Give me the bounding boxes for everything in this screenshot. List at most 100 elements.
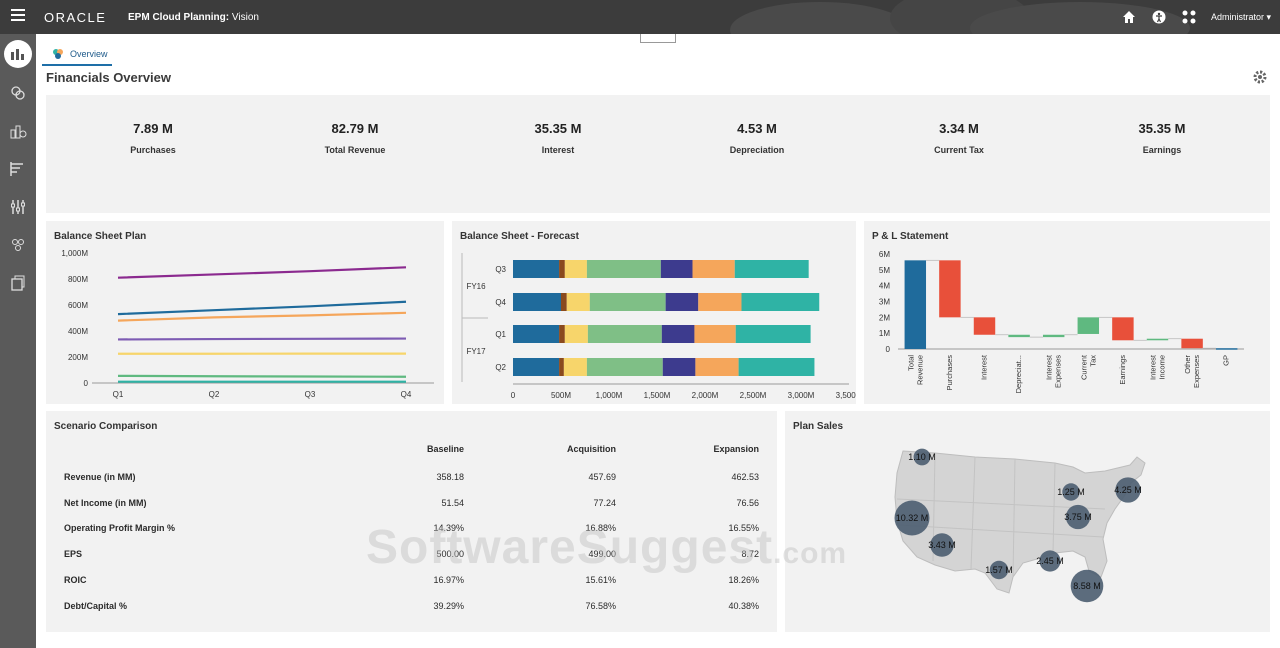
stack-segment — [660, 260, 693, 278]
table-row[interactable]: Net Income (in MM) 51.54 77.24 76.56 — [64, 498, 759, 508]
x-tick-label: 2,500M — [740, 391, 767, 400]
gear-icon[interactable] — [1252, 69, 1268, 85]
workforce-icon[interactable] — [5, 232, 31, 258]
pl-statement-panel: P & L Statement 0 1M 2M 3M 4M 5M 6M TotalRevenu… — [864, 221, 1270, 404]
y-tick-label: 3M — [879, 298, 890, 307]
y-tick-label: 0 — [886, 345, 891, 354]
menu-icon[interactable] — [11, 9, 25, 25]
waterfall-bar — [1008, 334, 1030, 338]
waterfall-bar — [1215, 348, 1238, 350]
y-tick-label: 400M — [68, 327, 88, 336]
balance-sheet-plan-chart[interactable]: 0 200M 400M 600M 800M 1,000M Q1 Q2 Q3 Q4 — [46, 221, 444, 404]
kpi-total-revenue[interactable]: 82.79 M Total Revenue — [324, 121, 386, 155]
x-tick-label: 0 — [511, 391, 516, 400]
stack-segment — [559, 325, 565, 343]
overview-dashboard-icon[interactable] — [4, 40, 32, 68]
sidebar — [0, 34, 36, 648]
x-tick-label: Interest — [980, 354, 989, 380]
stack-segment — [734, 260, 809, 278]
waterfall-bar — [939, 260, 961, 318]
stack-segment — [692, 260, 735, 278]
x-tick-label: 1,500M — [644, 391, 671, 400]
plan-sales-title: Plan Sales — [793, 421, 844, 432]
scenario-comparison-panel: Scenario Comparison Baseline Acquisition… — [46, 411, 777, 632]
bubble-label: 10.32 M — [896, 513, 929, 523]
col-acquisition: Acquisition — [567, 444, 616, 454]
x-tick-label: Q3 — [305, 390, 316, 399]
user-menu[interactable]: Administrator ▾ — [1211, 12, 1272, 22]
page-title: Financials Overview — [46, 70, 172, 85]
y-tick-label: 2M — [879, 313, 890, 322]
stack-segment — [564, 260, 587, 278]
home-icon[interactable] — [1121, 9, 1137, 25]
series-line — [117, 311, 407, 322]
sales-bubble — [1039, 550, 1061, 572]
stack-segment — [564, 325, 588, 343]
pl-waterfall-chart[interactable]: 0 1M 2M 3M 4M 5M 6M TotalRevenue Purchases Intere… — [864, 221, 1270, 404]
bubble-label: 1.25 M — [1057, 487, 1085, 497]
chart-title: Balance Sheet Plan — [54, 231, 147, 242]
table-row[interactable]: Revenue (in MM) 358.18 457.69 462.53 — [64, 472, 759, 482]
stack-segment — [698, 293, 742, 311]
scenario-title: Scenario Comparison — [54, 421, 158, 432]
stack-segment — [561, 293, 567, 311]
us-map-outline — [894, 450, 1146, 594]
stack-segment — [513, 358, 560, 376]
stack-segment — [559, 358, 564, 376]
chart-title: P & L Statement — [872, 231, 949, 242]
financials-icon[interactable] — [5, 80, 31, 106]
revenue-icon[interactable] — [5, 118, 31, 144]
projects-icon[interactable] — [5, 194, 31, 220]
x-tick-label: 500M — [551, 391, 571, 400]
row-label: Q1 — [495, 330, 506, 339]
kpi-purchases[interactable]: 7.89 M Purchases — [130, 121, 176, 155]
bubble-label: 3.43 M — [928, 540, 956, 550]
overview-tab-icon — [53, 49, 63, 59]
kpi-current-tax[interactable]: 3.34 M Current Tax — [934, 121, 984, 155]
reports-icon[interactable] — [5, 270, 31, 296]
plan-sales-panel: Plan Sales 1.10 M 1.25 M 4.25 M 10.32 M 3.75… — [785, 411, 1270, 632]
table-row[interactable]: EPS 500.00 499.00 8.72 — [64, 549, 759, 559]
accessibility-icon[interactable] — [1151, 9, 1167, 25]
app-title: EPM Cloud Planning: Vision — [128, 12, 259, 23]
balance-sheet-forecast-panel: Balance Sheet - Forecast 0 500M 1,000M 1,50… — [452, 221, 856, 404]
bubble-label: 4.25 M — [1114, 485, 1142, 495]
x-tick-label: OtherExpenses — [1183, 355, 1201, 388]
kpi-depreciation[interactable]: 4.53 M Depreciation — [729, 121, 785, 155]
table-row[interactable]: Operating Profit Margin % 14.39% 16.88% 16.… — [64, 523, 759, 533]
col-baseline: Baseline — [426, 444, 464, 454]
sales-bubble — [1062, 483, 1080, 501]
y-tick-label: 6M — [879, 250, 890, 259]
balance-sheet-forecast-chart[interactable]: 0 500M 1,000M 1,500M 2,000M 2,500M 3,000M 3,500… — [452, 221, 856, 404]
table-row[interactable]: ROIC 16.97% 15.61% 18.26% — [64, 575, 759, 585]
waterfall-bar — [1077, 317, 1100, 334]
series-line — [117, 374, 407, 378]
capital-icon[interactable] — [5, 156, 31, 182]
stack-segment — [589, 293, 666, 311]
kpi-interest[interactable]: 35.35 M Interest — [534, 121, 582, 155]
table-row[interactable]: Debt/Capital % 39.29% 76.58% 40.38% — [64, 601, 759, 611]
x-tick-label: GP — [1222, 355, 1231, 366]
stack-segment — [735, 325, 811, 343]
stack-segment — [587, 325, 662, 343]
header-cloud-graphic — [730, 0, 1190, 34]
x-tick-label: 3,500M — [836, 391, 856, 400]
kpi-earnings[interactable]: 35.35 M Earnings — [1138, 121, 1186, 155]
y-tick-label: 600M — [68, 301, 88, 310]
stack-segment — [741, 293, 820, 311]
waterfall-bar — [904, 260, 927, 349]
sales-bubble — [913, 448, 931, 466]
tab-overview[interactable]: Overview — [42, 44, 112, 66]
waterfall-bar — [1181, 338, 1203, 349]
stack-segment — [513, 325, 560, 343]
bubble-label: 8.58 M — [1073, 581, 1101, 591]
x-tick-label: 3,000M — [788, 391, 815, 400]
stack-segment — [559, 260, 565, 278]
stack-segment — [694, 325, 736, 343]
stack-segment — [738, 358, 815, 376]
stack-segment — [665, 293, 699, 311]
us-sales-map[interactable]: 1.10 M 1.25 M 4.25 M 10.32 M 3.75 M 3.43 M 2.4… — [785, 411, 1270, 632]
stack-segment — [566, 293, 590, 311]
apps-grid-icon[interactable] — [1181, 9, 1197, 25]
panel-drag-handle[interactable] — [640, 34, 676, 43]
